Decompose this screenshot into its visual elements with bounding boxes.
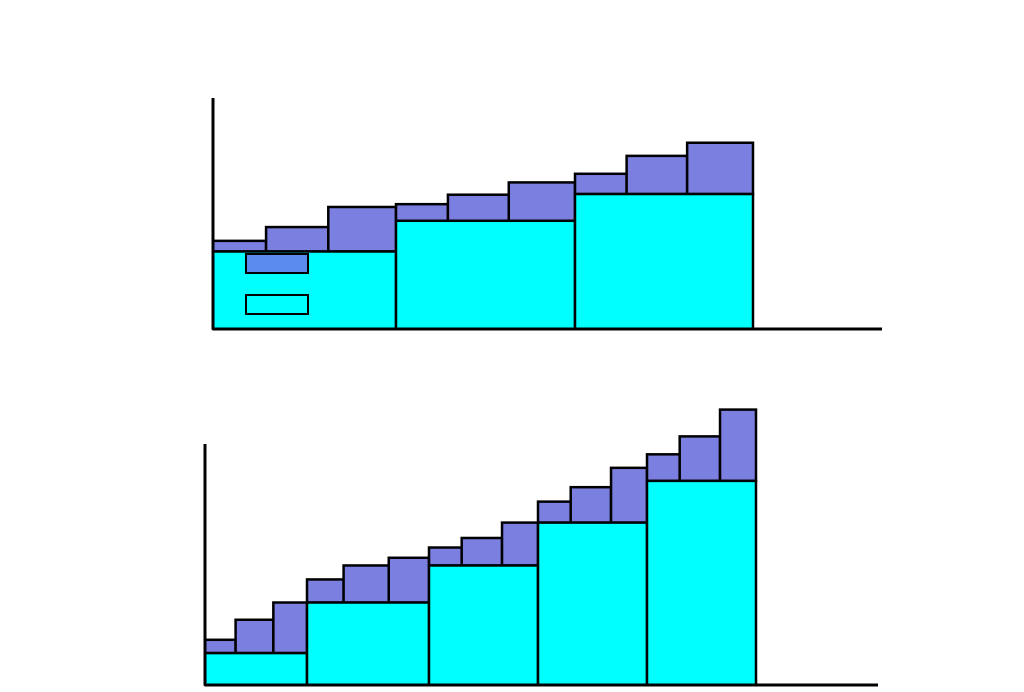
step-bar — [609, 466, 649, 524]
step-bar — [446, 193, 511, 223]
step-bar — [536, 500, 572, 524]
step-bar — [272, 601, 309, 655]
step-bar — [342, 564, 390, 604]
legend-swatch-cyan — [245, 294, 309, 315]
bottom-stepped-diagram — [203, 408, 878, 687]
step-bar — [625, 154, 689, 196]
step-bar — [678, 435, 722, 483]
step-bar — [500, 521, 540, 567]
step-bar — [569, 485, 613, 524]
step-bar — [264, 225, 330, 253]
step-bar — [507, 181, 577, 223]
base-block — [427, 564, 540, 687]
step-bar — [327, 205, 398, 253]
step-bar — [387, 556, 431, 604]
base-block — [203, 651, 309, 687]
step-bar — [645, 453, 681, 483]
step-bar — [394, 202, 450, 223]
step-bar — [573, 172, 628, 196]
step-bar — [234, 618, 275, 655]
step-bar — [211, 239, 268, 253]
base-block — [394, 219, 577, 331]
step-bar — [685, 141, 755, 196]
step-bar — [460, 536, 504, 567]
legend-swatch-purple — [245, 253, 309, 274]
base-block — [645, 479, 758, 687]
step-bar — [718, 408, 758, 483]
base-block — [573, 192, 755, 331]
step-bar — [203, 638, 237, 655]
base-block — [305, 601, 431, 687]
base-block — [536, 521, 649, 687]
step-bar — [305, 578, 345, 604]
step-bar — [427, 546, 463, 567]
top-stepped-diagram — [211, 98, 882, 331]
